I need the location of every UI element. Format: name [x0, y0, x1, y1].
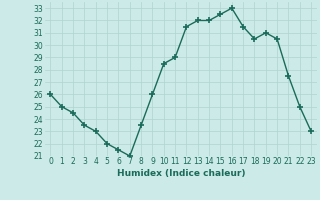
- X-axis label: Humidex (Indice chaleur): Humidex (Indice chaleur): [116, 169, 245, 178]
